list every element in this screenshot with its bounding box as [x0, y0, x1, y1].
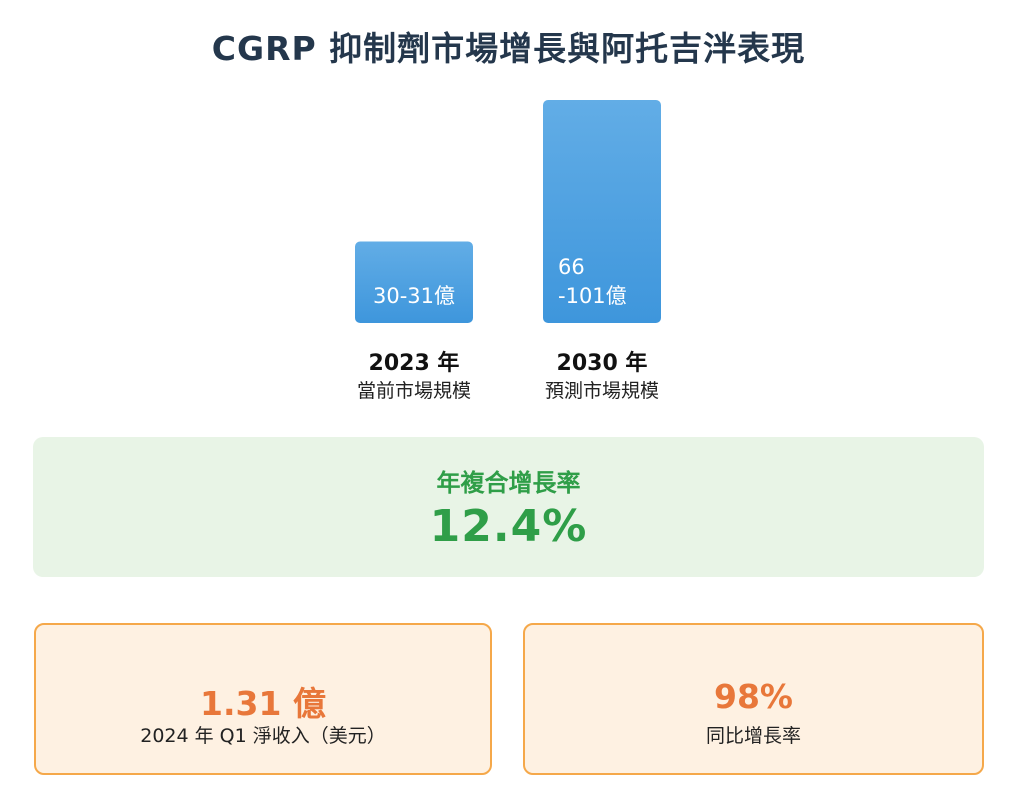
bar-0-data-label: 30-31億 — [373, 284, 455, 308]
cagr-panel: 年複合增長率 12.4% — [33, 437, 984, 577]
net-revenue-value: 1.31 億 — [200, 684, 326, 723]
chart-title: CGRP 抑制劑市場增長與阿托吉泮表現 — [211, 29, 806, 68]
stat-card-net-revenue: 1.31 億 2024 年 Q1 淨收入（美元） — [34, 623, 492, 775]
cagr-value: 12.4% — [429, 501, 588, 552]
category-year-label: 2030 年 — [557, 350, 648, 376]
cagr-label: 年複合增長率 — [436, 469, 581, 497]
bar-1 — [543, 100, 661, 323]
stat-card-yoy-growth: 98% 同比增長率 — [523, 623, 984, 775]
bar-0 — [355, 241, 473, 323]
yoy-growth-label: 同比增長率 — [705, 725, 801, 747]
category-sub-label: 當前市場規模 — [357, 380, 471, 402]
category-year-label: 2023 年 — [369, 350, 460, 376]
net-revenue-label: 2024 年 Q1 淨收入（美元） — [140, 725, 386, 747]
bar-1-data-label: 66 — [558, 255, 585, 279]
yoy-growth-value: 98% — [714, 677, 793, 716]
category-sub-label: 預測市場規模 — [545, 380, 659, 402]
bar-1-data-label: -101億 — [558, 284, 627, 308]
